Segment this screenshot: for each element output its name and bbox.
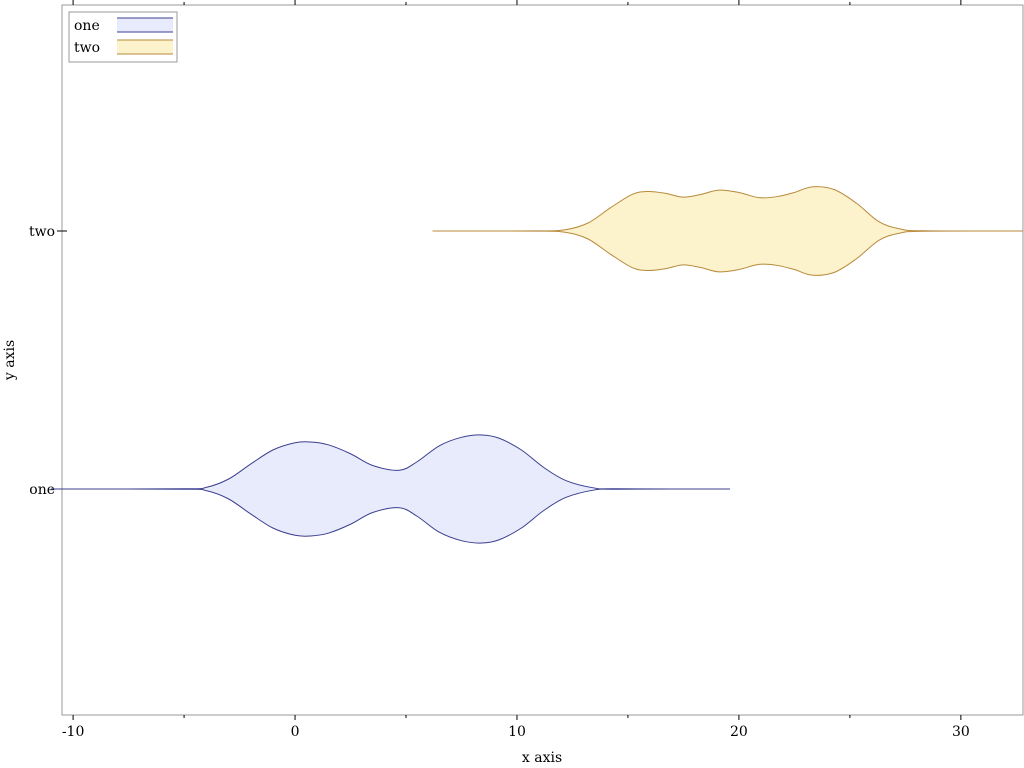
y-axis-ticks: one two bbox=[29, 224, 67, 498]
x-axis-ticks: -10 0 10 20 30 bbox=[62, 715, 970, 740]
violins bbox=[50, 186, 1024, 544]
legend-swatch-one bbox=[117, 18, 173, 32]
legend-label-one: one bbox=[74, 18, 100, 34]
legend-swatch-two bbox=[117, 40, 173, 54]
violin-one-lower-edge bbox=[50, 488, 731, 544]
violin-one-body bbox=[50, 434, 731, 544]
legend: one two bbox=[68, 11, 178, 63]
x-axis-top-ticks bbox=[72, 0, 962, 5]
x-tick-label: -10 bbox=[62, 724, 85, 740]
plot-frame bbox=[61, 4, 1024, 716]
violin-two-body bbox=[432, 186, 1023, 276]
x-tick-label: 10 bbox=[508, 724, 526, 740]
x-tick-label: 20 bbox=[730, 724, 748, 740]
violin-two-upper-edge bbox=[432, 186, 1024, 232]
y-tick-label: two bbox=[29, 224, 55, 240]
x-tick-label: 30 bbox=[952, 724, 970, 740]
x-tick-label: 0 bbox=[291, 724, 300, 740]
x-axis-label: x axis bbox=[522, 750, 562, 766]
legend-label-two: two bbox=[74, 40, 100, 56]
y-tick-label: one bbox=[29, 482, 55, 498]
y-axis-label: y axis bbox=[2, 340, 18, 381]
violin-one-upper-edge bbox=[50, 434, 731, 490]
violin-two-lower-edge bbox=[432, 230, 1024, 276]
